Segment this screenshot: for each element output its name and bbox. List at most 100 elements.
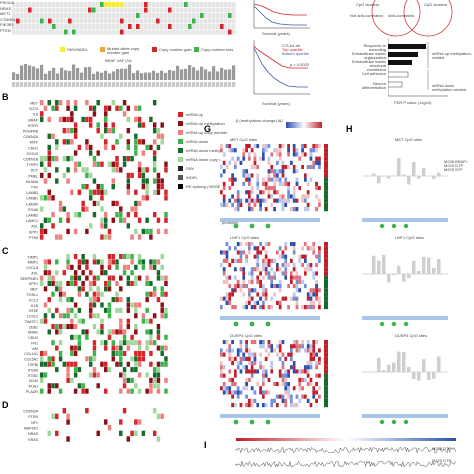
heatmap-cell — [100, 307, 104, 313]
heatmap-cell — [43, 297, 48, 303]
methylation-cell — [270, 165, 274, 170]
methylation-cell — [315, 352, 318, 357]
heatmap-cell — [130, 161, 134, 167]
methylation-cell — [309, 296, 313, 301]
heatmap-cell — [40, 13, 44, 18]
heatmap-cell — [92, 200, 97, 207]
heatmap-cell — [44, 29, 48, 35]
methylation-cell — [292, 177, 296, 182]
heatmap-cell — [51, 212, 55, 218]
heatmap-cell — [73, 259, 78, 265]
heatmap-cell — [40, 297, 44, 303]
heatmap-cell — [115, 254, 119, 260]
heatmap-cell — [130, 361, 134, 367]
methylation-cell — [228, 165, 232, 170]
heatmap-cell — [55, 144, 59, 151]
methylation-cell — [248, 173, 251, 178]
heatmap-cell — [141, 195, 146, 201]
heatmap-cell — [100, 150, 104, 156]
methylation-cell — [298, 373, 302, 378]
heatmap-cell — [152, 139, 157, 145]
methylation-cell — [220, 190, 223, 195]
methylation-cell — [262, 165, 265, 170]
heatmap-cell — [70, 100, 74, 106]
heatmap-cell — [66, 413, 70, 420]
heatmap-cell — [115, 356, 119, 362]
vaf-title: BRAF VAF (%) — [105, 58, 132, 63]
heatmap-cell — [149, 286, 153, 292]
methylation-cell — [318, 169, 321, 174]
heatmap-cell — [108, 18, 112, 24]
heatmap-cell — [40, 318, 44, 324]
methylation-cell — [231, 169, 234, 174]
heatmap-cell — [73, 291, 78, 297]
methylation-cell — [267, 365, 271, 370]
heatmap-cell — [92, 24, 96, 29]
heatmap-cell — [104, 318, 108, 324]
methylation-cell — [315, 344, 318, 349]
heatmap-cell — [108, 2, 112, 7]
heatmap-cell — [120, 7, 124, 13]
vaf-bar — [144, 72, 148, 80]
methylation-cell — [309, 373, 313, 378]
heatmap-cell — [40, 150, 44, 156]
methylation-cell — [273, 382, 276, 387]
heatmap-cell — [137, 372, 142, 378]
heatmap-cell — [111, 105, 115, 111]
panel-f-survival-1 — [253, 0, 310, 29]
heatmap-cell — [149, 419, 153, 425]
methylation-cell — [290, 284, 293, 289]
heatmap-cell — [152, 297, 157, 303]
heatmap-cell — [212, 13, 216, 18]
heatmap-cell — [73, 280, 78, 287]
methylation-cell — [292, 369, 296, 374]
methylation-cell — [287, 394, 290, 399]
methylation-cell — [262, 300, 265, 305]
heatmap-cell — [62, 234, 67, 240]
methylation-cell — [264, 398, 268, 403]
methylation-cell — [248, 263, 251, 268]
methylation-cell — [284, 279, 288, 284]
heatmap-cell — [64, 7, 68, 13]
heatmap-cell — [81, 430, 85, 437]
methylation-cell — [287, 160, 290, 165]
methylation-cell — [301, 169, 304, 174]
methylation-cell — [278, 263, 282, 268]
methylation-cell — [250, 263, 254, 268]
heatmap-cell — [104, 100, 108, 106]
heatmap-cell — [12, 13, 16, 18]
methylation-cell — [262, 275, 265, 280]
vaf-bar — [64, 70, 68, 80]
methylation-cell — [239, 284, 243, 289]
methylation-cell — [273, 279, 276, 284]
methylation-cell — [281, 340, 285, 345]
methylation-cell — [284, 284, 288, 289]
methylation-cell — [290, 177, 293, 182]
heatmap-cell — [156, 217, 161, 223]
heatmap-cell — [70, 139, 74, 145]
heatmap-cell — [73, 161, 78, 167]
heatmap-cell — [224, 7, 228, 13]
methylation-cell — [306, 207, 310, 212]
heatmap-cell — [77, 413, 82, 420]
methylation-cell — [298, 156, 302, 161]
heatmap-cell — [130, 128, 134, 134]
heatmap-cell — [107, 280, 112, 287]
heatmap-cell — [164, 29, 168, 35]
heatmap-cell — [164, 228, 168, 235]
heatmap-cell — [164, 291, 168, 297]
methylation-cell — [278, 382, 282, 387]
methylation-cell — [256, 394, 260, 399]
mrna-cell — [324, 292, 328, 297]
heatmap-cell — [126, 413, 131, 420]
heatmap-cell — [134, 270, 138, 276]
heatmap-cell — [107, 195, 112, 201]
vaf-bar — [24, 64, 28, 80]
heatmap-cell — [122, 217, 127, 223]
methylation-cell — [278, 296, 282, 301]
methylation-cell — [312, 275, 316, 280]
heatmap-cell — [111, 167, 115, 173]
methylation-cell — [270, 284, 274, 289]
heatmap-cell — [104, 133, 108, 139]
methylation-cell — [273, 344, 276, 349]
